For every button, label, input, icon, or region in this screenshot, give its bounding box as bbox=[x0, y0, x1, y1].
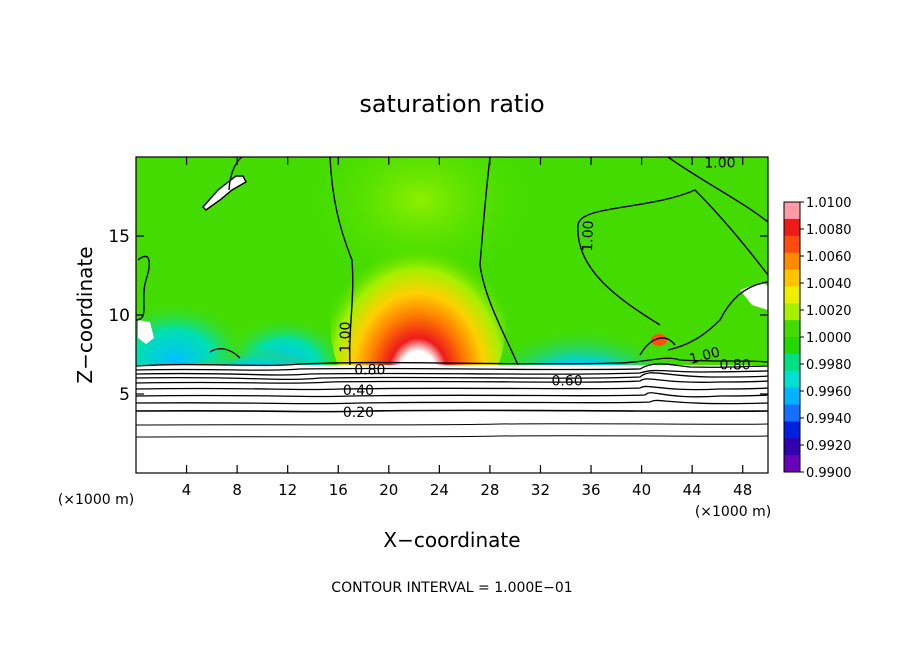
colorbar-tick-label: 0.9960 bbox=[806, 385, 852, 400]
colorbar-swatch bbox=[784, 252, 800, 270]
lower-contours bbox=[136, 357, 768, 438]
x-axis-ticks: 4 8 12 16 20 24 28 32 36 40 44 48 bbox=[182, 157, 752, 499]
contour-interval-note: CONTOUR INTERVAL = 1.000E−01 bbox=[331, 580, 572, 596]
colorbar-tick-label: 0.9920 bbox=[806, 439, 852, 454]
contour-line-upper bbox=[667, 281, 768, 351]
x-tick-label: 4 bbox=[182, 481, 192, 499]
contour-label: 0.80 bbox=[354, 362, 385, 378]
x-tick-label: 40 bbox=[632, 481, 651, 499]
contour-line-lower bbox=[136, 423, 768, 426]
colorbar-swatch bbox=[784, 269, 800, 287]
cloud-patch-edge bbox=[138, 320, 154, 344]
x-tick-label: 8 bbox=[232, 481, 242, 499]
contour-line-upper bbox=[479, 157, 519, 366]
contour-line-upper bbox=[667, 157, 768, 223]
x-tick-label: 32 bbox=[531, 481, 550, 499]
colorbar-swatch bbox=[784, 353, 800, 372]
colorbar-tick-label: 1.0060 bbox=[806, 250, 852, 265]
colorbar-swatch bbox=[784, 438, 800, 456]
contour-line-upper bbox=[639, 337, 676, 356]
y-tick-label: 15 bbox=[108, 227, 130, 247]
colorbar-swatch bbox=[784, 421, 800, 439]
colorbar-swatch bbox=[784, 320, 800, 338]
x-tick-label: 48 bbox=[733, 481, 752, 499]
x-tick-label: 16 bbox=[329, 481, 348, 499]
y-tick-label: 10 bbox=[108, 306, 130, 326]
contour-line-lower bbox=[136, 409, 768, 413]
x-tick-label: 20 bbox=[379, 481, 398, 499]
colorbar-tick-label: 0.9900 bbox=[806, 466, 852, 481]
cloud-patch-upper bbox=[203, 176, 246, 210]
y-unit-label: (×1000 m) bbox=[58, 492, 134, 508]
x-tick-label: 24 bbox=[430, 481, 449, 499]
colorbar-swatch bbox=[784, 303, 800, 321]
colorbar-swatch bbox=[784, 218, 800, 237]
moist-spot bbox=[651, 334, 667, 346]
colorbar-tick-label: 1.0100 bbox=[806, 196, 852, 211]
chart-title: saturation ratio bbox=[359, 90, 544, 118]
contour-label: 1.00 bbox=[338, 322, 354, 353]
contour-line-lower bbox=[136, 399, 768, 405]
colorbar: 1.0100 1.0080 1.0060 1.0040 1.0020 1.0000 0.99… bbox=[783, 196, 852, 481]
plot-area: 1.001.001.001.000.800.600.800.400.20 bbox=[136, 155, 768, 473]
colorbar-tick-label: 1.0000 bbox=[806, 331, 852, 346]
contour-label: 0.80 bbox=[720, 358, 751, 374]
contour-label: 1.00 bbox=[580, 220, 597, 252]
colorbar-swatch bbox=[784, 370, 800, 389]
x-unit-label: (×1000 m) bbox=[695, 504, 771, 520]
contour-line-lower bbox=[136, 392, 768, 398]
contour-line-lower bbox=[136, 357, 768, 367]
colorbar-swatch bbox=[784, 455, 800, 473]
x-tick-label: 12 bbox=[278, 481, 297, 499]
colorbar-tick-label: 0.9980 bbox=[806, 358, 852, 373]
colorbar-swatch bbox=[784, 235, 800, 254]
y-axis-ticks: 5 10 15 bbox=[108, 227, 768, 405]
contours bbox=[136, 157, 768, 366]
colorbar-tick-label: 1.0080 bbox=[806, 223, 852, 238]
x-tick-label: 28 bbox=[480, 481, 499, 499]
contour-label: 0.60 bbox=[551, 373, 582, 389]
contour-line-upper bbox=[202, 175, 247, 211]
contour-labels: 1.001.001.001.000.800.600.800.400.20 bbox=[338, 155, 751, 421]
contour-line-upper bbox=[228, 157, 243, 191]
contour-line-upper bbox=[329, 157, 354, 366]
y-axis-label: Z−coordinate bbox=[73, 246, 97, 383]
contour-label: 1.00 bbox=[704, 155, 735, 171]
colorbar-swatch bbox=[784, 404, 800, 422]
colorbar-swatch bbox=[784, 387, 800, 405]
colorbar-swatch bbox=[784, 337, 800, 355]
colorbar-tick-label: 1.0040 bbox=[806, 277, 852, 292]
colorbar-swatch bbox=[784, 286, 800, 304]
contour-label: 1.00 bbox=[688, 344, 722, 368]
contour-label: 0.40 bbox=[343, 383, 374, 399]
contour-label: 0.20 bbox=[343, 405, 374, 421]
x-axis-label: X−coordinate bbox=[383, 528, 520, 552]
colorbar-tick-label: 1.0020 bbox=[806, 304, 852, 319]
contour-line-upper bbox=[577, 189, 768, 326]
contour-line-lower bbox=[136, 372, 768, 381]
contour-line-upper bbox=[209, 348, 241, 359]
x-tick-label: 44 bbox=[683, 481, 702, 499]
colorbar-tick-label: 0.9940 bbox=[806, 412, 852, 427]
contour-line-lower bbox=[136, 435, 768, 438]
contour-line-lower bbox=[136, 363, 768, 371]
y-tick-label: 5 bbox=[119, 385, 130, 405]
colorbar-swatch bbox=[784, 202, 800, 220]
contour-line-lower bbox=[136, 378, 768, 384]
contour-line-lower bbox=[136, 385, 768, 391]
x-tick-label: 36 bbox=[581, 481, 600, 499]
contour-line-lower bbox=[136, 369, 768, 376]
